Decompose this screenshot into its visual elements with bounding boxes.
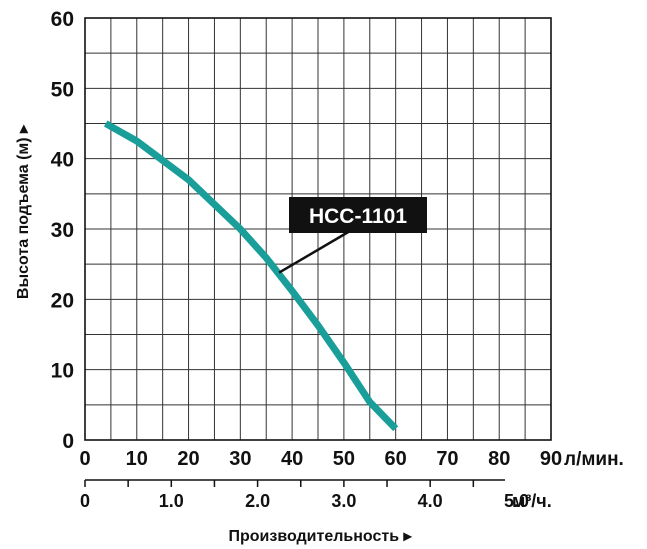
- x-axis-unit-m3h: м³/ч.: [512, 491, 552, 511]
- y-tick-label: 50: [51, 78, 74, 101]
- y-tick-label: 40: [51, 149, 74, 172]
- y-tick-label: 10: [51, 360, 74, 383]
- callout-pointer: [278, 229, 351, 274]
- x-tick-label-lpm: 70: [436, 448, 458, 470]
- x-tick-label-lpm: 20: [177, 448, 199, 470]
- x-tick-label-lpm: 0: [79, 448, 90, 470]
- x-axis-ticks-m3h: 0 1.0 2.0 3.0 4.0 5.0: [80, 479, 529, 511]
- y-axis-ticks: 0 10 20 30 40 50 60: [51, 8, 74, 453]
- x-tick-label-m3h: 2.0: [245, 491, 270, 511]
- x-tick-label-m3h: 5.0: [504, 491, 529, 511]
- x-tick-label-lpm: 30: [229, 448, 251, 470]
- series-callout: HCC-1101: [278, 197, 427, 274]
- x-tick-label-lpm: 80: [488, 448, 510, 470]
- axes: [84, 17, 552, 441]
- plot-frame: [84, 17, 552, 441]
- x-tick-label-lpm: 60: [385, 448, 407, 470]
- x-tick-label-m3h: 0: [80, 491, 90, 511]
- x-tick-label-lpm: 10: [126, 448, 148, 470]
- y-tick-label: 60: [51, 8, 74, 31]
- x-axis-label: Производительность ▸: [228, 528, 412, 545]
- series-line: [103, 120, 399, 432]
- callout-box: [289, 197, 427, 233]
- series-layer: [103, 120, 399, 432]
- x-axis-unit-lpm: л/мин.: [564, 449, 624, 470]
- x-tick-label-m3h: 4.0: [418, 491, 443, 511]
- x-tick-label-lpm: 40: [281, 448, 303, 470]
- x-tick-label-lpm: 90: [540, 448, 562, 470]
- x-tick-label-m3h: 1.0: [159, 491, 184, 511]
- x-tick-label-lpm: 50: [333, 448, 355, 470]
- x-tick-label-m3h: 3.0: [331, 491, 356, 511]
- x-axis-ticks-lpm: 0 10 20 30 40 50 60 70 80 90: [79, 448, 562, 470]
- y-tick-label: 30: [51, 219, 74, 242]
- y-axis-label: Высота подъема (м) ▸: [15, 124, 32, 299]
- series-label: HCC-1101: [309, 205, 407, 228]
- y-tick-label: 0: [62, 430, 74, 453]
- y-tick-label: 20: [51, 289, 74, 312]
